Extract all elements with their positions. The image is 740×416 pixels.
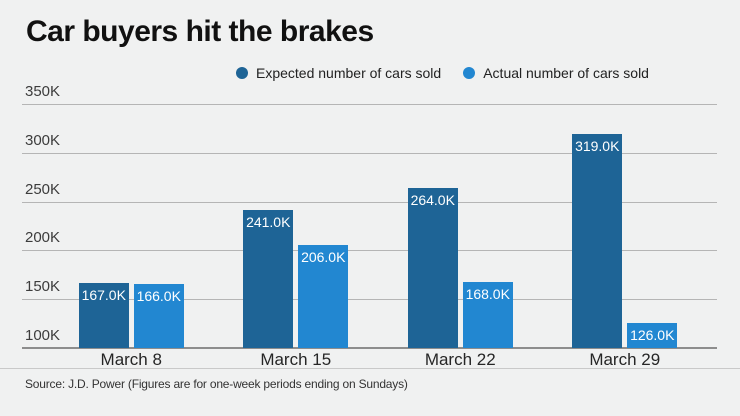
bar-value-label: 168.0K (465, 285, 510, 302)
gridline (22, 104, 717, 105)
legend-dot-icon (463, 67, 476, 79)
gridline (22, 250, 717, 252)
y-axis-tick-label: 250K (25, 180, 61, 198)
x-axis-category-label: March 29 (589, 350, 661, 369)
y-axis-tick-label: 200K (25, 229, 61, 247)
legend-label: Expected number of cars sold (256, 65, 442, 81)
bar-expected: 319.0K (572, 134, 623, 348)
y-axis-tick-label: 100K (25, 327, 61, 344)
bar-expected: 167.0K (78, 282, 129, 348)
x-axis-category-label: March 8 (100, 350, 162, 369)
bar-value-label: 166.0K (136, 287, 181, 304)
y-axis-tick-label: 350K (25, 83, 61, 100)
bar-actual: 206.0K (298, 244, 349, 348)
x-axis-category-label: March 15 (260, 350, 332, 369)
gridline (22, 299, 717, 301)
bar-value-label: 319.0K (575, 138, 620, 155)
y-axis-tick-label: 300K (25, 131, 61, 149)
bar-value-label: 126.0K (630, 326, 675, 343)
gridline (22, 201, 717, 203)
bar-actual: 166.0K (133, 283, 184, 348)
bar-actual: 126.0K (627, 322, 678, 348)
legend-item-actual: Actual number of cars sold (463, 65, 649, 81)
legend-label: Actual number of cars sold (483, 65, 649, 81)
bar-value-label: 206.0K (301, 248, 346, 265)
x-axis-category-label: March 22 (424, 350, 496, 369)
bar-actual: 168.0K (462, 281, 513, 348)
gridline (22, 152, 717, 154)
y-axis-tick-label: 150K (25, 278, 61, 296)
source-attribution: Source: J.D. Power (Figures are for one-… (25, 377, 408, 391)
page-title: Car buyers hit the brakes (26, 15, 374, 48)
bar-expected: 264.0K (407, 187, 458, 348)
x-axis-line (22, 347, 717, 349)
footer-divider (0, 368, 740, 369)
legend-item-expected: Expected number of cars sold (236, 65, 441, 81)
chart-legend: Expected number of cars sold Actual numbe… (236, 65, 649, 81)
bar-expected: 241.0K (243, 210, 294, 348)
bar-value-label: 241.0K (246, 214, 291, 231)
bar-value-label: 264.0K (410, 191, 455, 208)
bar-value-label: 167.0K (81, 286, 126, 303)
legend-dot-icon (236, 67, 248, 79)
